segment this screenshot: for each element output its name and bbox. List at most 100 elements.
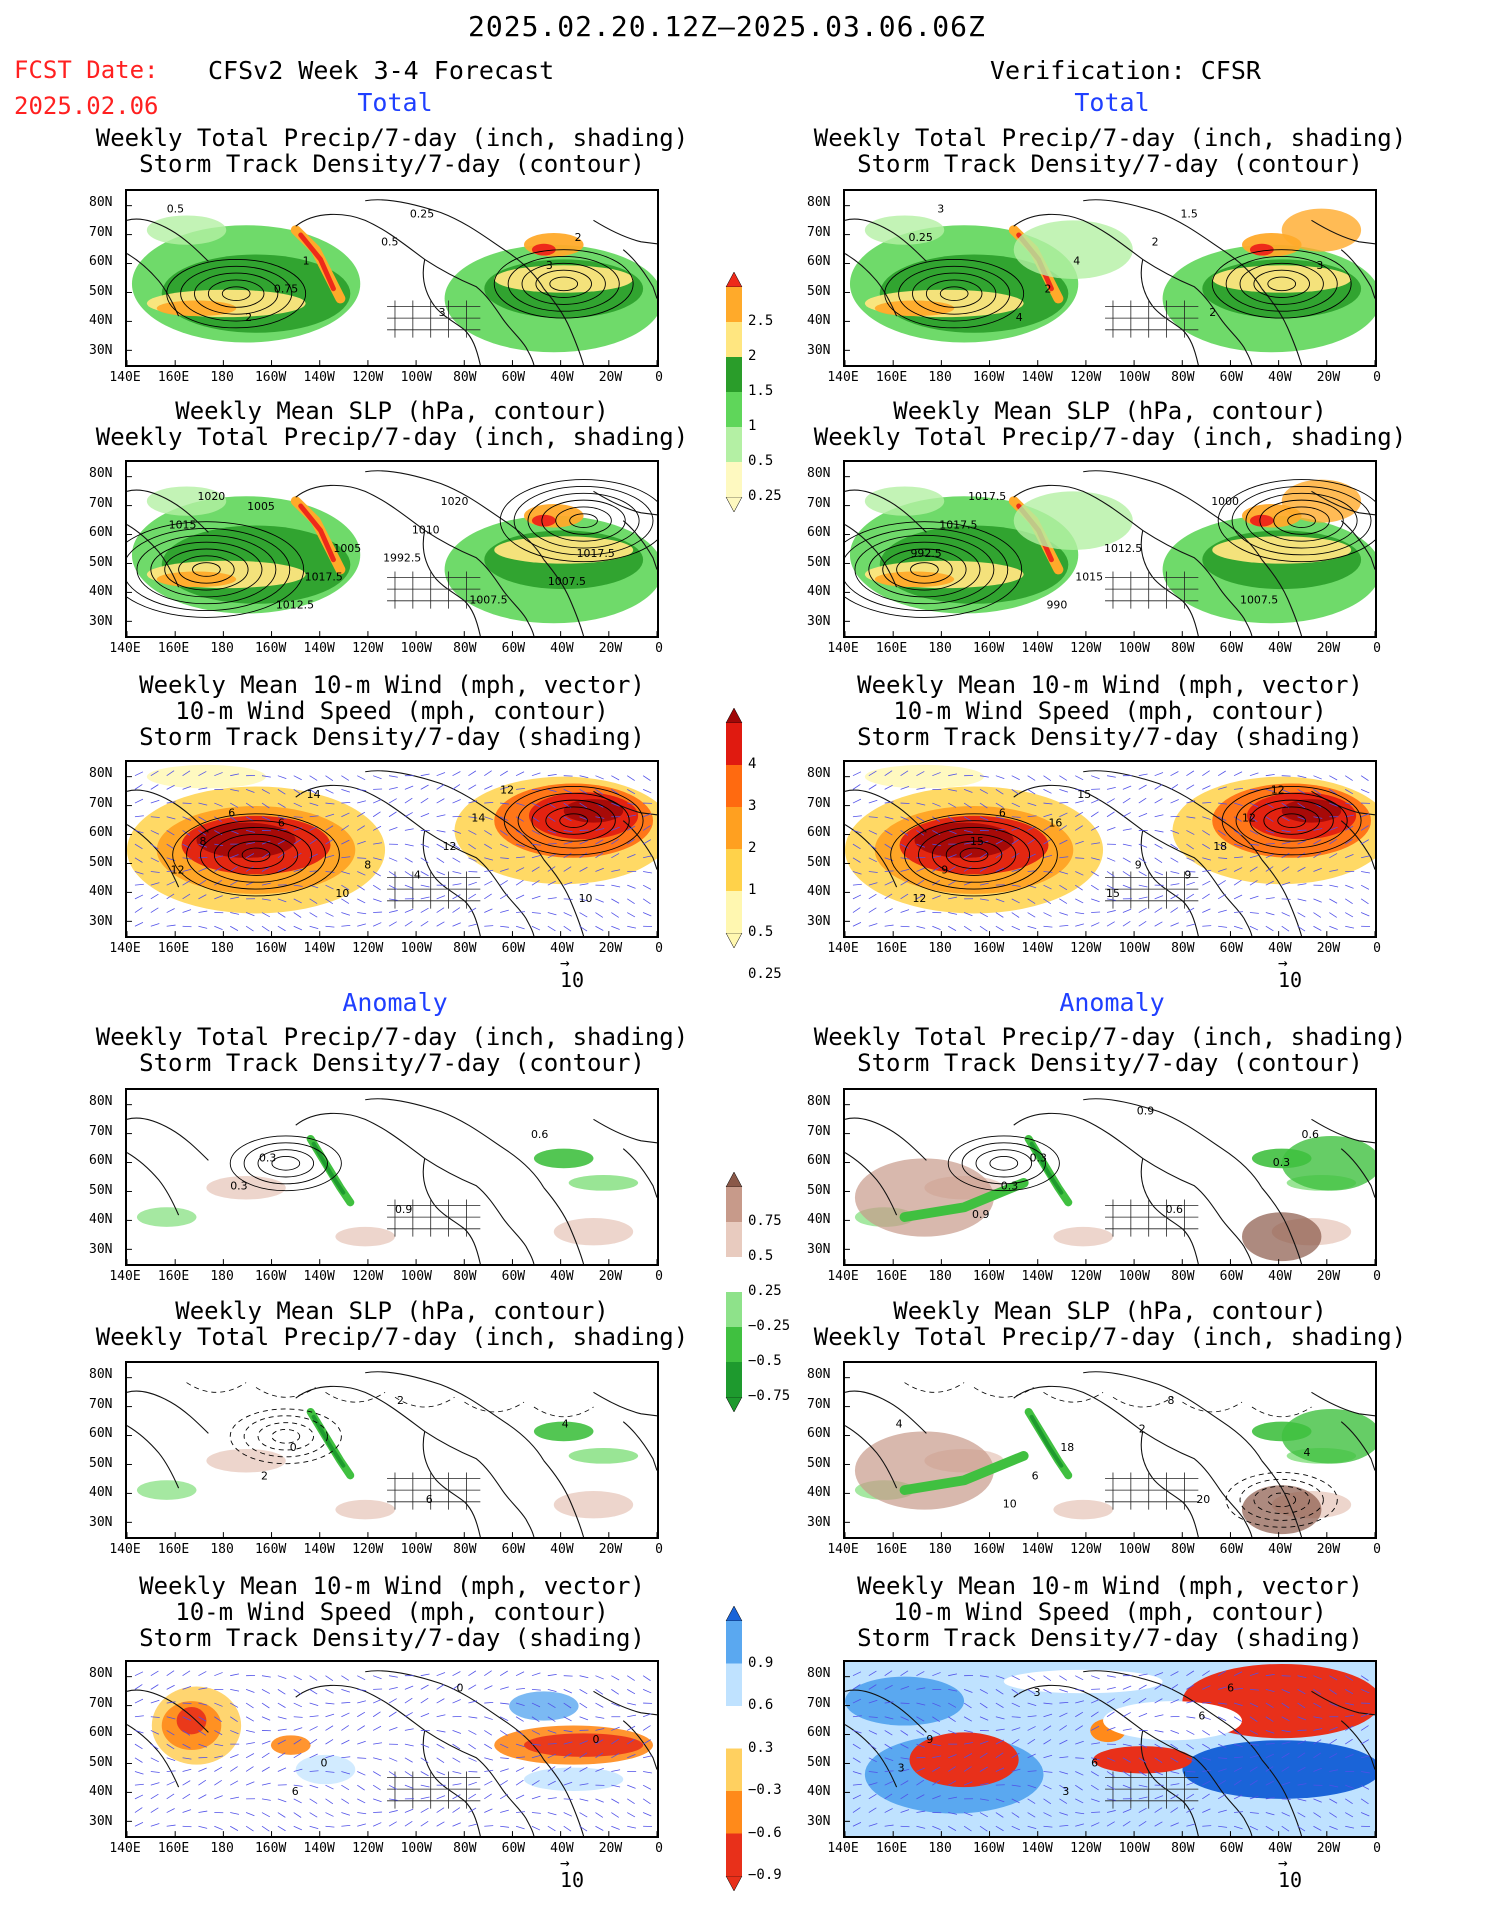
coastline (1083, 1371, 1263, 1462)
wind-vector (884, 924, 894, 927)
wind-vector (420, 1796, 430, 1800)
contour-label: 1007.5 (1240, 594, 1278, 607)
lon-label: 40W (1268, 1269, 1292, 1284)
wind-vector (1138, 1743, 1148, 1748)
precip-shade (864, 215, 945, 245)
wind-vector (452, 883, 462, 886)
lon-label: 180 (928, 1542, 952, 1557)
lon-label: 160W (254, 370, 287, 385)
wind-vector (595, 852, 604, 859)
wind-vector (229, 866, 238, 872)
wind-vector (1313, 1728, 1323, 1731)
coastline (1340, 1148, 1375, 1198)
coastline (593, 1118, 657, 1144)
contour-line (243, 1142, 328, 1185)
wind-vector (230, 1702, 239, 1708)
wind-vector (1186, 1807, 1195, 1813)
wind-vector (1313, 828, 1323, 831)
wind-vector (468, 1823, 478, 1827)
coastline (295, 784, 535, 936)
wind-vector (1059, 839, 1068, 845)
wind-vector (404, 1728, 414, 1731)
lon-label: 40W (1268, 1542, 1292, 1557)
wind-vector (1091, 1675, 1100, 1680)
wind-vector (293, 912, 302, 918)
wind-vector (1217, 893, 1226, 900)
wind-vector (1043, 825, 1052, 831)
wind-vector (452, 1671, 461, 1677)
wind-vector (230, 830, 239, 835)
wind-vector (595, 839, 604, 845)
contour-label: 0.3 (1030, 1151, 1047, 1164)
precip-anom-shade (136, 1480, 197, 1500)
wind-vector (1186, 843, 1195, 850)
contour-label: 1 (303, 254, 310, 267)
lat-label: 50N (807, 854, 831, 870)
lon-label: 100W (400, 941, 432, 956)
wind-vector (166, 1701, 176, 1704)
wind-vector (198, 1687, 208, 1690)
lon-label: 160E (157, 1542, 190, 1557)
lon-label: 160W (254, 1269, 287, 1284)
wind-vector (1202, 1743, 1211, 1750)
wind-vector (357, 1784, 365, 1791)
wind-vector (214, 772, 223, 777)
wind-vector (595, 828, 605, 831)
panel-title: Weekly Mean SLP (hPa, contour) Weekly Tot… (803, 398, 1417, 450)
wind-vector (563, 1752, 572, 1759)
wind-vector (1170, 784, 1179, 790)
wind-vector (1011, 816, 1021, 818)
wind-vector (372, 871, 381, 877)
storm-shade (146, 764, 266, 789)
wind-vector (627, 802, 637, 806)
colorbar-segment (726, 1663, 742, 1706)
wind-vector (166, 881, 175, 886)
wind-vector (214, 855, 224, 859)
panel-title-line: Weekly Mean 10-m Wind (mph, vector) (857, 671, 1363, 699)
wind-vector (948, 1780, 957, 1786)
wind-vector (916, 1743, 925, 1748)
wind-vector (468, 1700, 478, 1704)
wind-vector (1090, 799, 1100, 804)
panel-title-line: Storm Track Density/7-day (shading) (139, 1624, 645, 1652)
wind-vector (499, 1780, 508, 1786)
colorbar-segment (725, 1172, 743, 1188)
wind-vector (341, 839, 350, 845)
wind-vector (1091, 842, 1101, 845)
lat-label: 30N (89, 1515, 113, 1530)
wind-vector (884, 870, 894, 872)
wind-vector (916, 1767, 925, 1772)
colorbar-segment (725, 932, 743, 948)
lat-label: 40N (807, 313, 831, 329)
lon-label: 20W (598, 1269, 623, 1284)
lat-label: 50N (807, 1455, 831, 1471)
panel-title-line: Weekly Mean 10-m Wind (mph, vector) (139, 1572, 645, 1600)
lat-label: 70N (89, 495, 113, 511)
wind-vector (166, 1770, 176, 1772)
wind-vector (595, 1702, 604, 1708)
wind-vector (1360, 1798, 1369, 1805)
contour-label: 0 (321, 1757, 328, 1770)
contour-label: 3 (937, 203, 944, 216)
wind-vector (1122, 857, 1131, 863)
wind-vector (868, 1743, 877, 1750)
wind-vector (547, 830, 557, 834)
wind-vector (1249, 1812, 1259, 1814)
wind-vector (1011, 898, 1020, 904)
wind-vector (595, 1812, 604, 1818)
coastline (295, 213, 535, 365)
wind-vector (531, 925, 541, 931)
wind-vector (1075, 1711, 1084, 1718)
wind-vector (357, 840, 366, 845)
storm-shade (864, 764, 984, 789)
lon-label: 100W (1118, 1269, 1150, 1284)
wind-vector (579, 925, 588, 932)
wind-vector (1186, 893, 1195, 900)
wind-vector (1249, 1730, 1259, 1735)
storm-anom-shade (845, 1676, 965, 1726)
coastline (622, 820, 657, 870)
wind-vector (515, 802, 525, 806)
wind-vector (229, 1766, 238, 1772)
precip-shade (531, 243, 556, 256)
lat-label: 80N (89, 195, 113, 210)
